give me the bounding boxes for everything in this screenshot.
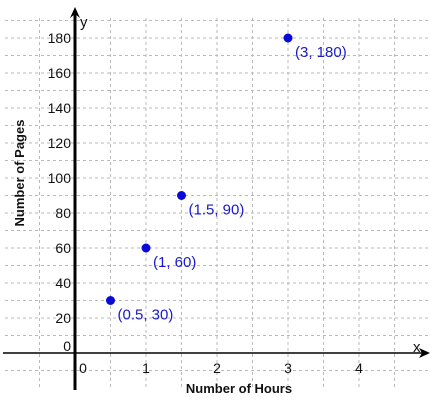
data-point <box>283 33 293 43</box>
x-tick-label: 2 <box>213 360 221 376</box>
x-tick-label: 1 <box>142 360 150 376</box>
y-tick-label: 100 <box>48 170 72 186</box>
y-tick-label: 60 <box>55 240 71 256</box>
y-axis-name: y <box>80 14 88 31</box>
x-axis-label: Number of Hours <box>186 381 292 396</box>
x-tick-labels: 0 1 2 3 4 <box>79 360 363 376</box>
y-axis-arrow-icon <box>70 7 80 18</box>
y-tick-label: 160 <box>48 65 72 81</box>
y-tick-label: 180 <box>48 30 72 46</box>
y-tick-label: 40 <box>55 275 71 291</box>
data-point-label: (0.5, 30) <box>118 307 174 324</box>
x-tick-label: 0 <box>79 360 87 376</box>
x-axis-arrow-icon <box>419 348 430 358</box>
grid-lines <box>5 18 430 388</box>
y-tick-label: 80 <box>55 205 71 221</box>
x-tick-label: 4 <box>355 360 363 376</box>
y-axis-label: Number of Pages <box>12 120 27 227</box>
y-tick-label: 120 <box>48 135 72 151</box>
axes <box>3 7 430 390</box>
x-tick-label: 3 <box>284 360 292 376</box>
y-tick-label: 20 <box>55 310 71 326</box>
data-points <box>106 33 293 305</box>
data-point-label: (1.5, 90) <box>189 202 245 219</box>
data-point-label: (3, 180) <box>295 44 347 61</box>
data-point <box>177 191 186 200</box>
y-tick-labels: 0 20 40 60 80 100 120 140 160 180 <box>48 30 72 354</box>
data-point-label: (1, 60) <box>153 254 196 271</box>
x-axis-name: x <box>413 339 421 356</box>
y-tick-label: 140 <box>48 100 72 116</box>
data-point <box>106 296 115 305</box>
data-point <box>141 243 151 253</box>
y-tick-label: 0 <box>63 338 71 354</box>
point-labels: (0.5, 30) (1, 60) (1.5, 90) (3, 180) <box>118 44 347 324</box>
